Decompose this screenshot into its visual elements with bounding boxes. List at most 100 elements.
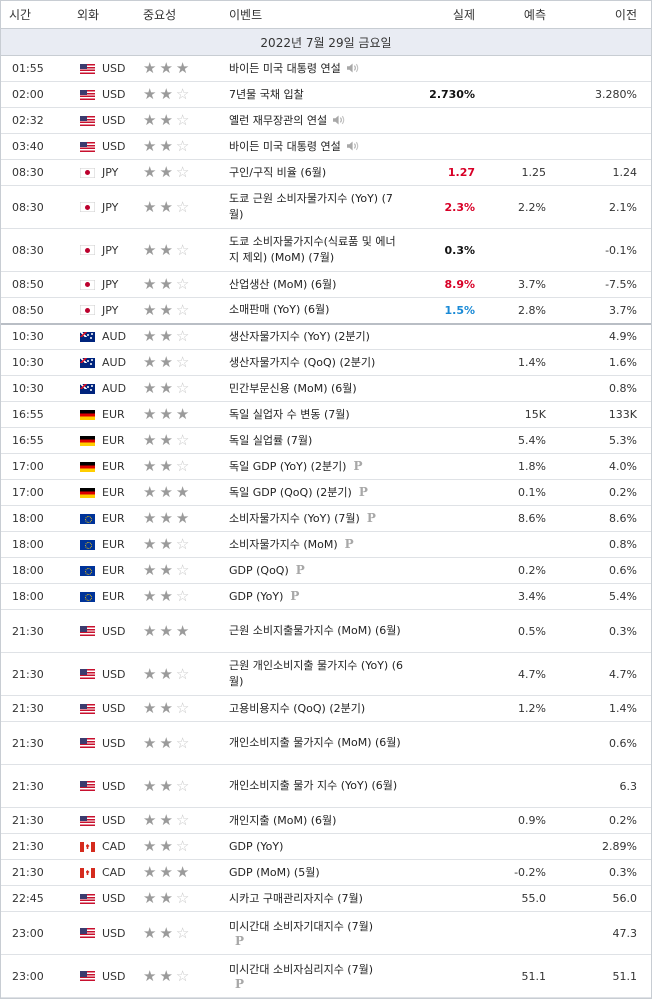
event-title[interactable]: 개인지출 (MoM) (6월) — [229, 813, 337, 827]
event-title[interactable]: 고용비용지수 (QoQ) (2분기) — [229, 701, 366, 715]
event-name[interactable]: 도쿄 소비자물가지수(식료품 및 에너지 제외) (MoM) (7월) — [221, 228, 407, 272]
event-title[interactable]: 생산자물가지수 (QoQ) (2분기) — [229, 355, 376, 369]
event-title[interactable]: GDP (MoM) (5월) — [229, 865, 320, 879]
event-title[interactable]: 7년물 국채 입찰 — [229, 87, 304, 101]
event-row[interactable]: 02:32 USD ★ ★ ☆ 옐런 재무장관의 연설 — [1, 107, 651, 134]
event-title[interactable]: 산업생산 (MoM) (6월) — [229, 277, 337, 291]
event-row[interactable]: 21:30 USD ★ ★ ★ 근원 소비지출물가지수 (MoM) (6월) 0.5% 0.3… — [1, 609, 651, 653]
event-title[interactable]: 바이든 미국 대통령 연설 — [229, 139, 341, 153]
event-name[interactable]: 소비자물가지수 (YoY) (7월) P — [221, 505, 407, 532]
event-name[interactable]: 근원 소비지출물가지수 (MoM) (6월) — [221, 609, 407, 653]
event-row[interactable]: 01:55 USD ★ ★ ★ 바이든 미국 대통령 연설 — [1, 55, 651, 82]
event-name[interactable]: GDP (YoY) P — [221, 583, 407, 610]
event-row[interactable]: 08:30 JPY ★ ★ ☆ 도쿄 근원 소비자물가지수 (YoY) (7월) 2.3% 2… — [1, 185, 651, 229]
event-row[interactable]: 18:00 EUR ★ ★ ★ 소비자물가지수 (YoY) (7월) P 8.6% 8.6% — [1, 505, 651, 532]
header-importance[interactable]: 중요성 — [135, 1, 221, 29]
event-name[interactable]: 독일 실업률 (7월) — [221, 427, 407, 454]
event-row[interactable]: 10:30 AUD ★ ★ ☆ 생산자물가지수 (QoQ) (2분기) 1.4% 1.6% — [1, 349, 651, 376]
event-name[interactable]: 독일 GDP (YoY) (2분기) P — [221, 453, 407, 480]
event-name[interactable]: 개인지출 (MoM) (6월) — [221, 807, 407, 834]
event-name[interactable]: 바이든 미국 대통령 연설 — [221, 55, 407, 82]
event-title[interactable]: 바이든 미국 대통령 연설 — [229, 61, 341, 75]
event-title[interactable]: 구인/구직 비율 (6월) — [229, 165, 327, 179]
event-row[interactable]: 21:30 USD ★ ★ ☆ 개인소비지출 물가 지수 (YoY) (6월) 6.3 — [1, 764, 651, 808]
event-title[interactable]: 독일 GDP (YoY) (2분기) — [229, 460, 347, 473]
event-row[interactable]: 21:30 USD ★ ★ ☆ 근원 개인소비지출 물가지수 (YoY) (6월) 4.7%… — [1, 652, 651, 696]
event-name[interactable]: 소매판매 (YoY) (6월) — [221, 297, 407, 325]
event-title[interactable]: 독일 실업률 (7월) — [229, 433, 313, 447]
event-row[interactable]: 17:00 EUR ★ ★ ☆ 독일 GDP (YoY) (2분기) P 1.8% 4.0% — [1, 453, 651, 480]
header-previous[interactable]: 이전 — [560, 1, 651, 29]
event-title[interactable]: 옐런 재무장관의 연설 — [229, 113, 328, 127]
event-row[interactable]: 21:30 USD ★ ★ ☆ 개인소비지출 물가지수 (MoM) (6월) 0.6% — [1, 721, 651, 765]
header-currency[interactable]: 외화 — [69, 1, 135, 29]
event-row[interactable]: 23:00 USD ★ ★ ☆ 미시간대 소비자심리지수 (7월) P 51.1 51.1 — [1, 954, 651, 998]
event-title[interactable]: 독일 GDP (QoQ) (2분기) — [229, 486, 352, 499]
event-row[interactable]: 21:30 USD ★ ★ ☆ 고용비용지수 (QoQ) (2분기) 1.2% 1.4% — [1, 695, 651, 722]
event-title[interactable]: 시카고 구매관리자지수 (7월) — [229, 891, 363, 905]
event-name[interactable]: 개인소비지출 물가 지수 (YoY) (6월) — [221, 764, 407, 808]
event-title[interactable]: 근원 소비지출물가지수 (MoM) (6월) — [229, 624, 401, 637]
event-row[interactable]: 08:30 JPY ★ ★ ☆ 구인/구직 비율 (6월) 1.27 1.25 1.24 — [1, 159, 651, 186]
event-title[interactable]: GDP (YoY) — [229, 590, 284, 603]
event-title[interactable]: 미시간대 소비자기대지수 (7월) — [229, 920, 374, 933]
event-name[interactable]: 도쿄 근원 소비자물가지수 (YoY) (7월) — [221, 185, 407, 229]
event-title[interactable]: 근원 개인소비지출 물가지수 (YoY) (6월) — [229, 659, 404, 688]
event-row[interactable]: 21:30 CAD ★ ★ ★ GDP (MoM) (5월) -0.2% 0.3% — [1, 859, 651, 886]
header-event[interactable]: 이벤트 — [221, 1, 407, 29]
event-name[interactable]: 생산자물가지수 (QoQ) (2분기) — [221, 349, 407, 376]
event-name[interactable]: 7년물 국채 입찰 — [221, 81, 407, 108]
event-row[interactable]: 17:00 EUR ★ ★ ★ 독일 GDP (QoQ) (2분기) P 0.1% 0.2% — [1, 479, 651, 506]
event-row[interactable]: 03:40 USD ★ ★ ☆ 바이든 미국 대통령 연설 — [1, 133, 651, 160]
event-row[interactable]: 18:00 EUR ★ ★ ☆ GDP (QoQ) P 0.2% 0.6% — [1, 557, 651, 584]
header-actual[interactable]: 실제 — [407, 1, 489, 29]
event-title[interactable]: 소비자물가지수 (YoY) (7월) — [229, 512, 360, 525]
event-name[interactable]: 구인/구직 비율 (6월) — [221, 159, 407, 186]
event-title[interactable]: 소매판매 (YoY) (6월) — [229, 303, 330, 317]
event-name[interactable]: 독일 GDP (QoQ) (2분기) P — [221, 479, 407, 506]
event-name[interactable]: 시카고 구매관리자지수 (7월) — [221, 885, 407, 912]
event-name[interactable]: 미시간대 소비자기대지수 (7월) P — [221, 911, 407, 955]
event-name[interactable]: 독일 실업자 수 변동 (7월) — [221, 401, 407, 428]
event-name[interactable]: 고용비용지수 (QoQ) (2분기) — [221, 695, 407, 722]
event-title[interactable]: 독일 실업자 수 변동 (7월) — [229, 407, 350, 421]
event-row[interactable]: 10:30 AUD ★ ★ ☆ 민간부문신용 (MoM) (6월) 0.8% — [1, 375, 651, 402]
event-name[interactable]: 미시간대 소비자심리지수 (7월) P — [221, 954, 407, 998]
event-title[interactable]: 도쿄 소비자물가지수(식료품 및 에너지 제외) (MoM) (7월) — [229, 235, 396, 264]
event-title[interactable]: 도쿄 근원 소비자물가지수 (YoY) (7월) — [229, 192, 393, 221]
event-row[interactable]: 08:50 JPY ★ ★ ☆ 소매판매 (YoY) (6월) 1.5% 2.8% 3.7% — [1, 297, 651, 325]
event-row[interactable]: 21:30 USD ★ ★ ☆ 개인지출 (MoM) (6월) 0.9% 0.2% — [1, 807, 651, 834]
event-name[interactable]: 산업생산 (MoM) (6월) — [221, 271, 407, 298]
event-row[interactable]: 02:00 USD ★ ★ ☆ 7년물 국채 입찰 2.730% 3.280% — [1, 81, 651, 108]
event-row[interactable]: 08:50 JPY ★ ★ ☆ 산업생산 (MoM) (6월) 8.9% 3.7% -7.5% — [1, 271, 651, 298]
event-title[interactable]: GDP (YoY) — [229, 839, 284, 853]
event-name[interactable]: 생산자물가지수 (YoY) (2분기) — [221, 323, 407, 350]
event-name[interactable]: GDP (YoY) — [221, 833, 407, 860]
event-name[interactable]: 바이든 미국 대통령 연설 — [221, 133, 407, 160]
event-name[interactable]: GDP (QoQ) P — [221, 557, 407, 584]
event-row[interactable]: 21:30 CAD ★ ★ ☆ GDP (YoY) 2.89% — [1, 833, 651, 860]
event-title[interactable]: GDP (QoQ) — [229, 564, 289, 577]
event-row[interactable]: 22:45 USD ★ ★ ☆ 시카고 구매관리자지수 (7월) 55.0 56.0 — [1, 885, 651, 912]
event-title[interactable]: 개인소비지출 물가 지수 (YoY) (6월) — [229, 779, 398, 792]
event-title[interactable]: 미시간대 소비자심리지수 (7월) — [229, 963, 374, 976]
event-row[interactable]: 23:00 USD ★ ★ ☆ 미시간대 소비자기대지수 (7월) P 47.3 — [1, 911, 651, 955]
header-time[interactable]: 시간 — [1, 1, 69, 29]
header-forecast[interactable]: 예측 — [489, 1, 560, 29]
event-row[interactable]: 18:00 EUR ★ ★ ☆ 소비자물가지수 (MoM) P 0.8% — [1, 531, 651, 558]
event-title[interactable]: 소비자물가지수 (MoM) — [229, 538, 338, 551]
event-row[interactable]: 08:30 JPY ★ ★ ☆ 도쿄 소비자물가지수(식료품 및 에너지 제외) (MoM… — [1, 228, 651, 272]
event-name[interactable]: 개인소비지출 물가지수 (MoM) (6월) — [221, 721, 407, 765]
event-title[interactable]: 개인소비지출 물가지수 (MoM) (6월) — [229, 736, 401, 749]
event-name[interactable]: 근원 개인소비지출 물가지수 (YoY) (6월) — [221, 652, 407, 696]
event-title[interactable]: 생산자물가지수 (YoY) (2분기) — [229, 329, 370, 343]
event-name[interactable]: GDP (MoM) (5월) — [221, 859, 407, 886]
event-name[interactable]: 옐런 재무장관의 연설 — [221, 107, 407, 134]
event-row[interactable]: 18:00 EUR ★ ★ ☆ GDP (YoY) P 3.4% 5.4% — [1, 583, 651, 610]
event-name[interactable]: 민간부문신용 (MoM) (6월) — [221, 375, 407, 402]
event-title[interactable]: 민간부문신용 (MoM) (6월) — [229, 381, 357, 395]
event-row[interactable]: 16:55 EUR ★ ★ ☆ 독일 실업률 (7월) 5.4% 5.3% — [1, 427, 651, 454]
event-row[interactable]: 10:30 AUD ★ ★ ☆ 생산자물가지수 (YoY) (2분기) 4.9% — [1, 323, 651, 350]
event-row[interactable]: 16:55 EUR ★ ★ ★ 독일 실업자 수 변동 (7월) 15K 133K — [1, 401, 651, 428]
event-name[interactable]: 소비자물가지수 (MoM) P — [221, 531, 407, 558]
